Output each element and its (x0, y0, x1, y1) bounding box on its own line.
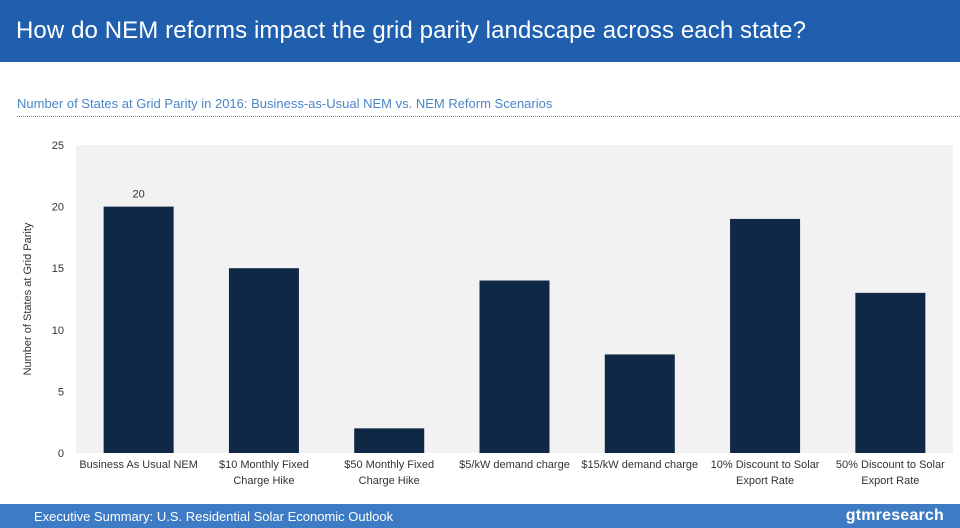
footer-text: Executive Summary: U.S. Residential Sola… (34, 508, 394, 524)
x-category-label: $15/kW demand charge (581, 459, 698, 471)
page-title: How do NEM reforms impact the grid parit… (16, 17, 807, 44)
chart-subtitle: Number of States at Grid Parity in 2016:… (17, 96, 553, 111)
x-category-label: $50 Monthly Fixed Charge Hike (344, 459, 434, 487)
bar (479, 280, 550, 453)
data-label: 20 (133, 189, 145, 201)
y-tick-label: 5 (58, 386, 64, 398)
y-axis-title: Number of States at Grid Parity (22, 222, 34, 375)
footer-bar: Executive Summary: U.S. Residential Sola… (0, 504, 960, 528)
subtitle-divider (17, 116, 960, 117)
x-category-label: 50% Discount to Solar Export Rate (836, 459, 945, 487)
bar (604, 354, 675, 453)
y-tick-label: 0 (58, 448, 64, 460)
y-tick-label: 15 (52, 263, 64, 275)
y-tick-label: 25 (52, 140, 64, 152)
x-category-label: $5/kW demand charge (459, 459, 570, 471)
gtmresearch-logo: gtmresearch (845, 507, 944, 524)
bar-chart: 0 5 10 15 20 25 Number of States at Grid Parit… (22, 140, 953, 487)
bar (855, 292, 926, 453)
bar (354, 428, 425, 453)
x-category-label: Business As Usual NEM (79, 459, 198, 471)
bar (730, 218, 801, 453)
x-category-label: 10% Discount to Solar Export Rate (711, 459, 820, 487)
title-bar: How do NEM reforms impact the grid parit… (0, 0, 960, 62)
bar (228, 268, 299, 453)
x-category-label: $10 Monthly Fixed Charge Hike (219, 459, 309, 487)
y-tick-label: 10 (52, 325, 64, 337)
y-tick-label: 20 (52, 202, 64, 214)
bar (103, 206, 174, 453)
